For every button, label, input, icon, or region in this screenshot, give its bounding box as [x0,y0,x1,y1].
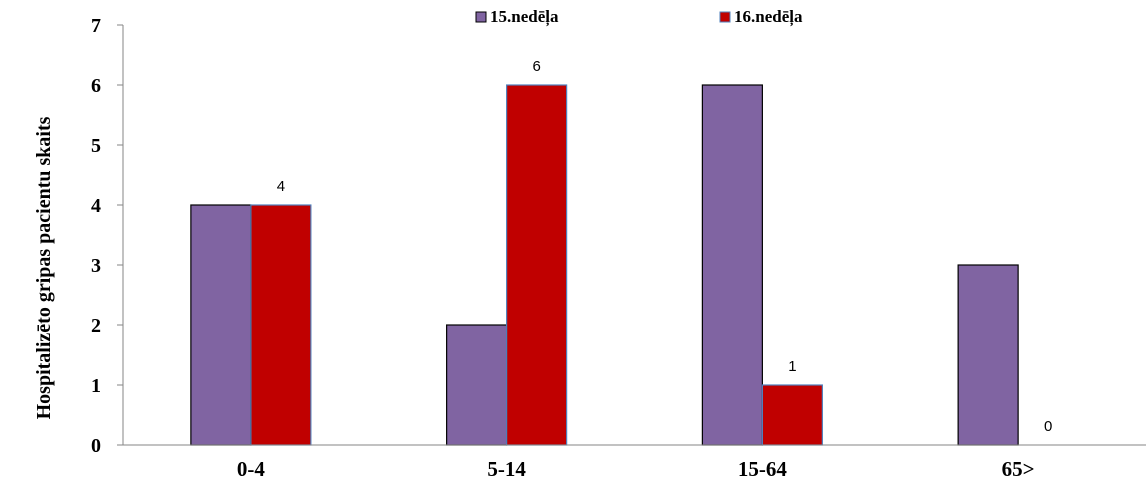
axes [122,25,1146,446]
bar-week16-0-4 [250,204,312,446]
y-tick-label: 2 [91,315,101,337]
bar-week15-65> [957,264,1019,446]
y-tick-label: 7 [91,15,101,37]
y-axis-title: Hospitalizēto gripas pacientu skaits [33,116,55,419]
y-tick-label: 5 [91,135,101,157]
data-label: 6 [532,58,540,75]
x-category-label: 0-4 [237,457,265,481]
legend-label: 16.nedēļa [734,7,803,27]
y-tick-label: 3 [91,255,101,277]
x-category-label: 5-14 [487,457,526,481]
bar-week16-5-14 [506,84,568,446]
legend-swatch [719,11,731,23]
y-tick-label: 0 [91,435,101,457]
bar-week16-15-64 [761,384,823,446]
data-label: 4 [277,178,285,195]
x-axis-categories: 0-4 5-14 15-64 65> [237,457,1035,481]
x-category-label: 65> [1002,457,1035,481]
legend: 15.nedēļa 16.nedēļa [475,7,803,27]
legend-label: 15.nedēļa [490,7,559,27]
y-axis-ticks: 0 1 2 3 4 5 6 7 [91,15,123,457]
bar-week15-15-64 [701,84,763,446]
bar-week15-0-4 [190,204,252,446]
data-label: 0 [1044,418,1052,435]
data-labels: 4 6 1 0 [277,58,1053,435]
data-label: 1 [788,358,796,375]
y-axis-label-group: Hospitalizēto gripas pacientu skaits [33,116,55,419]
y-tick-label: 1 [91,375,101,397]
bar-week15-5-14 [446,324,508,446]
y-tick-label: 6 [91,75,101,97]
legend-swatch [475,11,487,23]
bars [190,84,1019,446]
y-tick-label: 4 [91,195,101,217]
x-category-label: 15-64 [738,457,787,481]
